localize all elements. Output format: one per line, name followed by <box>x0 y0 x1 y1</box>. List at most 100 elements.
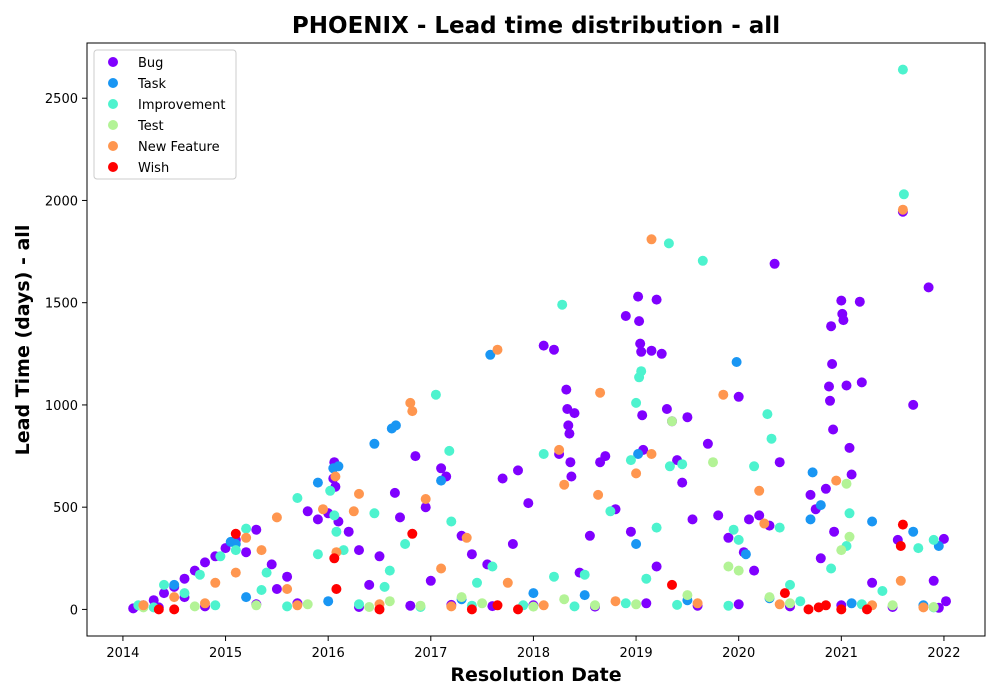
data-point <box>159 588 169 599</box>
data-point <box>702 438 713 449</box>
data-point <box>897 64 908 75</box>
data-point <box>444 445 455 456</box>
data-point <box>620 311 631 321</box>
data-point <box>631 539 642 549</box>
data-point <box>159 579 169 590</box>
x-tick-label: 2018 <box>517 646 550 661</box>
data-point <box>364 602 375 612</box>
data-point <box>395 512 405 523</box>
data-point <box>148 595 159 606</box>
data-point <box>523 498 534 509</box>
data-point <box>369 438 380 449</box>
data-point <box>762 409 773 420</box>
data-point <box>492 344 503 355</box>
data-point <box>733 534 744 545</box>
data-point <box>633 449 644 459</box>
data-point <box>466 549 477 560</box>
data-point <box>631 468 642 479</box>
data-point <box>625 526 636 537</box>
data-point <box>610 596 621 607</box>
legend-marker <box>108 78 118 88</box>
data-point <box>256 585 267 595</box>
data-point <box>374 551 385 562</box>
data-point <box>646 345 657 356</box>
data-point <box>446 601 457 612</box>
data-point <box>687 514 698 525</box>
data-point <box>677 477 688 488</box>
data-point <box>446 516 457 527</box>
data-point <box>636 366 647 377</box>
y-tick-label: 1500 <box>45 297 78 312</box>
legend-marker <box>108 120 118 130</box>
data-point <box>549 571 559 582</box>
data-point <box>733 565 744 576</box>
data-point <box>472 577 482 588</box>
y-tick-label: 2500 <box>45 92 78 107</box>
data-point <box>384 565 395 576</box>
data-point <box>664 461 675 472</box>
data-point <box>928 602 939 612</box>
data-point <box>169 604 180 615</box>
data-point <box>579 569 590 580</box>
data-point <box>194 569 205 580</box>
data-point <box>333 461 344 472</box>
legend-label: New Feature <box>138 140 220 155</box>
data-point <box>343 526 354 537</box>
data-point <box>169 592 180 603</box>
data-point <box>815 553 826 564</box>
data-point <box>651 522 662 533</box>
data-point <box>312 549 323 560</box>
y-tick-label: 1000 <box>45 399 78 414</box>
data-point <box>600 451 611 462</box>
data-point <box>549 344 559 355</box>
data-point <box>635 338 646 349</box>
y-axis: 0 500 1000 1500 2000 2500 <box>45 92 87 618</box>
data-point <box>785 598 795 609</box>
data-point <box>908 399 919 410</box>
data-point <box>733 599 744 610</box>
data-point <box>420 494 431 504</box>
data-point <box>831 475 842 486</box>
data-point <box>554 444 565 455</box>
data-point <box>266 559 277 570</box>
data-point <box>595 387 606 398</box>
data-point <box>759 518 770 529</box>
data-point <box>723 532 734 543</box>
data-point <box>528 601 539 612</box>
data-point <box>908 526 919 537</box>
data-point <box>697 255 708 266</box>
data-point <box>838 315 849 326</box>
data-point <box>826 321 837 332</box>
data-point <box>928 575 939 586</box>
data-point <box>593 489 604 500</box>
data-point <box>405 397 416 408</box>
data-point <box>663 238 674 249</box>
data-point <box>200 598 210 609</box>
data-point <box>651 294 662 305</box>
data-point <box>210 577 221 588</box>
data-point <box>487 561 498 572</box>
data-point <box>846 598 857 609</box>
data-point <box>828 424 839 435</box>
data-point <box>425 575 436 586</box>
x-axis: 2014 2015 2016 2017 2018 2019 2020 2021 2022 <box>106 636 960 661</box>
plot-frame <box>86 42 986 637</box>
data-point <box>329 510 340 521</box>
data-point <box>815 500 826 511</box>
data-point <box>169 579 180 590</box>
data-point <box>513 604 523 615</box>
x-tick-label: 2020 <box>722 646 755 661</box>
data-point <box>731 357 742 367</box>
data-point <box>456 592 467 603</box>
data-point <box>651 561 662 572</box>
data-point <box>824 381 834 392</box>
data-point <box>631 599 642 610</box>
data-point <box>561 384 572 395</box>
data-point <box>646 234 657 245</box>
data-point <box>241 523 252 534</box>
data-point <box>415 600 426 611</box>
data-point <box>656 348 667 359</box>
data-point <box>215 551 226 562</box>
data-point <box>497 473 508 484</box>
